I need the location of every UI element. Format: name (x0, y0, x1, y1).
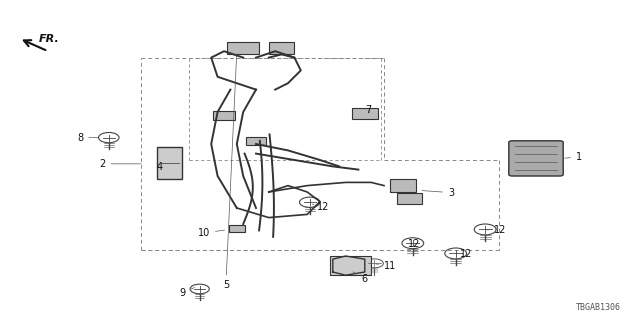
Text: 11: 11 (376, 261, 396, 271)
Text: 1: 1 (564, 152, 582, 162)
Text: 9: 9 (179, 287, 195, 298)
Text: 12: 12 (486, 225, 506, 236)
Text: 6: 6 (353, 272, 368, 284)
Text: 3: 3 (422, 188, 454, 198)
Bar (330, 256, 371, 275)
Text: 7: 7 (365, 105, 371, 116)
Bar (227, 42, 259, 54)
Bar (352, 108, 378, 119)
Text: 2: 2 (99, 159, 141, 169)
Text: FR.: FR. (38, 34, 59, 44)
Bar (390, 179, 416, 192)
Text: 12: 12 (460, 249, 472, 260)
FancyBboxPatch shape (509, 141, 563, 176)
Text: TBGAB1306: TBGAB1306 (576, 303, 621, 312)
Bar (212, 111, 235, 120)
Bar (269, 42, 294, 54)
Bar (157, 147, 182, 179)
Text: 8: 8 (77, 132, 99, 143)
Text: 12: 12 (408, 239, 420, 249)
Bar (397, 193, 422, 204)
Text: 4: 4 (157, 162, 163, 172)
Text: 5: 5 (223, 54, 237, 291)
Text: 12: 12 (312, 202, 329, 212)
Bar (229, 225, 245, 232)
Bar (246, 137, 266, 145)
Text: 10: 10 (198, 228, 225, 238)
